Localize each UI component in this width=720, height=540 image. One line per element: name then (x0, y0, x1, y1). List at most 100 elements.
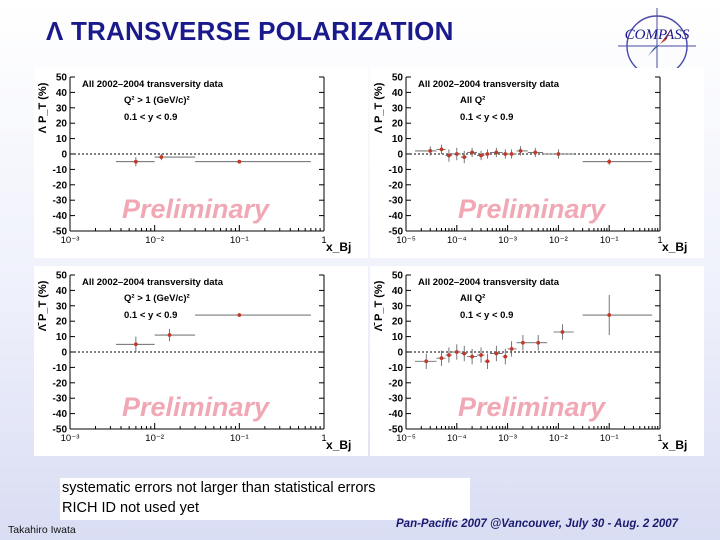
point-marker (237, 159, 242, 164)
y-tick-label: 20 (392, 119, 404, 130)
data-point (516, 335, 532, 351)
data-point (436, 144, 446, 154)
data-point (489, 147, 503, 158)
x-tick-label: 1 (321, 235, 326, 246)
point-marker (503, 152, 508, 156)
q2-cut-label: All Q² (460, 293, 485, 304)
point-marker (479, 353, 483, 357)
data-point (531, 335, 548, 351)
data-point (414, 353, 437, 369)
data-point (116, 157, 155, 167)
y-tick-label: 20 (56, 119, 68, 130)
logo-text: COMPASS (625, 27, 690, 43)
point-marker (503, 354, 508, 359)
y-cut-label: 0.1 < y < 0.9 (460, 310, 513, 321)
x-tick-label: 10⁻¹ (600, 433, 619, 444)
x-tick-label: 10⁻⁴ (447, 433, 467, 444)
y-tick-label: -10 (53, 363, 68, 374)
x-tick-label: 10⁻¹ (600, 235, 619, 246)
x-axis-title: x_Bj (662, 240, 687, 254)
point-marker (607, 159, 612, 164)
y-tick-label: 10 (56, 134, 68, 145)
y-tick-label: 10 (56, 332, 68, 343)
data-point (543, 149, 574, 159)
y-tick-label: 30 (392, 301, 404, 312)
y-tick-label: 40 (56, 88, 68, 99)
data-point (527, 147, 544, 158)
y-tick-label: 40 (392, 286, 404, 297)
y-tick-label: 20 (392, 317, 404, 328)
y-tick-label: 0 (397, 348, 403, 359)
y-axis-title: Λ̄ P_T (%) (373, 280, 385, 331)
point-marker (428, 149, 433, 153)
data-point (195, 313, 311, 317)
author-name: Takahiro Iwata (8, 524, 76, 536)
point-marker (159, 155, 164, 159)
y-cut-label: 0.1 < y < 0.9 (124, 112, 177, 123)
x-tick-label: 10⁻⁵ (396, 433, 416, 444)
notes-box: systematic errors not larger than statis… (60, 478, 470, 520)
dataset-label: All 2002–2004 transversity data (418, 277, 560, 288)
y-tick-label: -30 (53, 196, 68, 207)
note-systematic-errors: systematic errors not larger than statis… (62, 480, 376, 496)
data-point (582, 158, 653, 165)
y-tick-label: 10 (392, 332, 404, 343)
plot-panel-antilambda-allq2: Preliminary 50 40 30 20 10 0 -10 -20 -30 -40 -50 10⁻… (370, 266, 704, 456)
y-tick-label: 10 (392, 134, 404, 145)
y-tick-label: -10 (389, 165, 404, 176)
point-marker (533, 150, 538, 155)
y-tick-label: 50 (392, 271, 404, 282)
data-point (507, 341, 517, 357)
point-marker (439, 147, 444, 152)
data-point (507, 149, 517, 159)
x-tick-label: 10⁻³ (61, 433, 80, 444)
data-point (445, 347, 452, 363)
chart-lambda-q2cut: Preliminary50403020100-10-20-30-40-5010⁻… (37, 73, 351, 255)
point-marker (462, 351, 467, 356)
chart-antilambda-allq2: Preliminary50403020100-10-20-30-40-5010⁻… (373, 271, 687, 453)
y-tick-label: -40 (53, 409, 68, 420)
y-tick-label: 30 (56, 103, 68, 114)
y-tick-label: -10 (53, 165, 68, 176)
data-point (154, 154, 196, 161)
y-tick-label: 0 (61, 150, 67, 161)
preliminary-watermark: Preliminary (122, 194, 271, 224)
point-marker (485, 152, 490, 156)
y-tick-label: -50 (53, 425, 68, 436)
dataset-label: All 2002–2004 transversity data (418, 79, 560, 90)
y-tick-label: 0 (397, 150, 403, 161)
data-point (484, 353, 490, 369)
y-tick-label: 30 (56, 301, 68, 312)
point-marker (462, 155, 467, 159)
point-marker (479, 153, 483, 158)
data-point (195, 159, 311, 164)
x-tick-label: 10⁻⁴ (447, 235, 467, 246)
plot-panel-lambda-allq2: Preliminary 50 40 30 20 10 0 -10 -20 -30 -40 -50 10⁻… (370, 68, 704, 258)
x-tick-label: 10⁻³ (498, 235, 517, 246)
point-marker (454, 350, 459, 354)
y-tick-label: -10 (389, 363, 404, 374)
x-tick-label: 10⁻³ (498, 433, 517, 444)
data-point (154, 328, 196, 342)
data-point (502, 149, 508, 159)
point-marker (560, 330, 565, 334)
data-point (582, 295, 653, 336)
conference-info: Pan-Pacific 2007 @Vancouver, July 30 - A… (396, 518, 679, 530)
slide-title: Λ TRANSVERSE POLARIZATION (46, 16, 454, 46)
y-tick-label: 50 (392, 73, 404, 84)
point-marker (556, 152, 561, 156)
y-tick-label: -30 (389, 394, 404, 405)
point-marker (439, 356, 444, 361)
point-marker (454, 152, 459, 156)
data-point (116, 336, 155, 352)
y-axis-title: Λ̄ P_T (%) (37, 280, 49, 331)
q2-cut-label: All Q² (460, 95, 485, 106)
preliminary-watermark: Preliminary (122, 392, 271, 422)
q2-cut-label: Q² > 1 (GeV/c)² (124, 95, 190, 106)
x-axis-title: x_Bj (326, 240, 351, 254)
x-axis-title: x_Bj (326, 438, 351, 452)
data-point (553, 324, 574, 340)
x-tick-label: 1 (657, 235, 662, 246)
x-tick-label: 10⁻² (145, 433, 164, 444)
data-point (516, 146, 528, 156)
